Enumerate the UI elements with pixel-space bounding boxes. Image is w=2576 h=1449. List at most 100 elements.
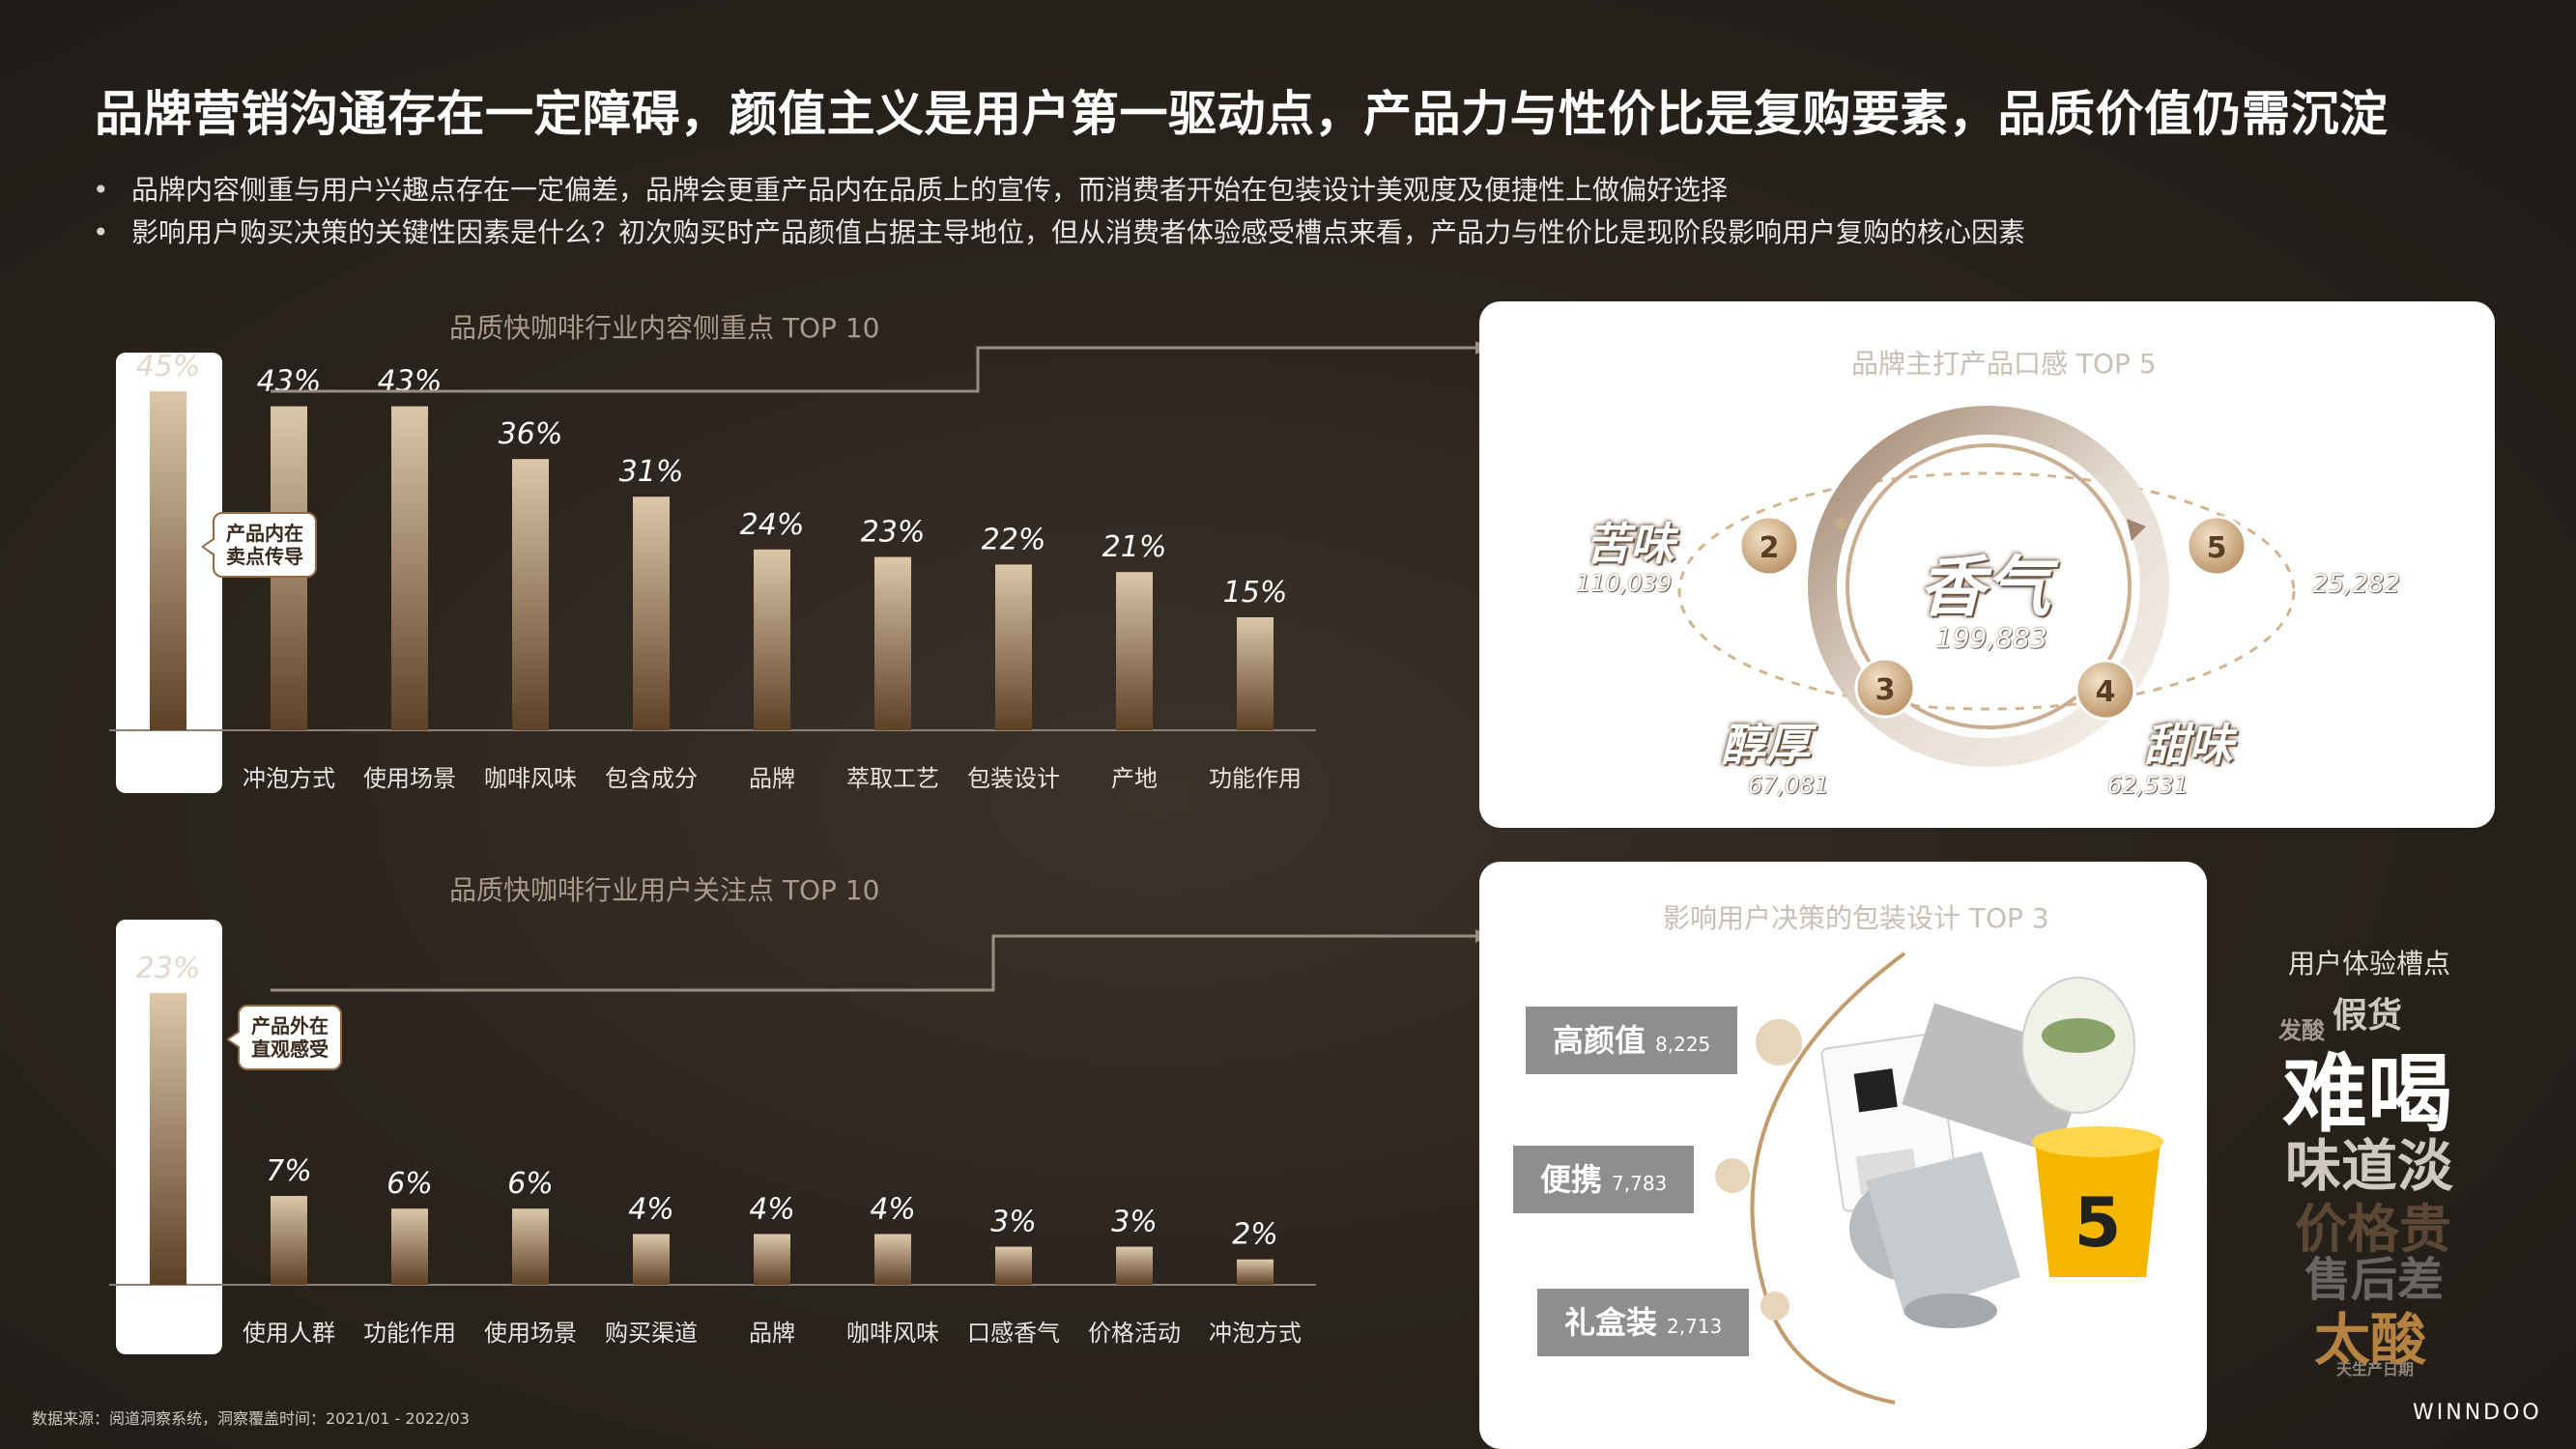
bar	[391, 406, 428, 730]
flavor-count-5: 25,282	[2312, 570, 2400, 599]
bar	[995, 1246, 1032, 1285]
flavor-name-1: 香气	[1919, 550, 2051, 626]
connector-line-bottom	[271, 934, 1475, 992]
bullet-item: • 品牌内容侧重与用户兴趣点存在一定偏差，品牌会更重产品内在品质上的宣传，而消费者…	[93, 174, 1729, 206]
bar	[150, 391, 186, 730]
chart-title-content-focus: 品质快咖啡行业内容侧重点 TOP 10	[449, 312, 880, 344]
rank-badge-4: 4	[2075, 659, 2136, 721]
category-label: 品牌	[749, 1320, 795, 1347]
bar-value-label: 4%	[749, 1192, 795, 1226]
word-no-date: 天生产日期	[2336, 1360, 2415, 1378]
bar-value-label: 3%	[990, 1206, 1037, 1239]
flavor-top5-panel: 品牌主打产品口感 TOP 5 2 3 4 5 香气 199,883 苦味 110…	[1479, 301, 2495, 828]
word-sour: 发酸	[2278, 1017, 2325, 1044]
packaging-graphic: 5	[1715, 952, 2163, 1405]
category-label: 使用场景	[484, 1320, 577, 1347]
callout-line: 产品内在	[226, 522, 303, 545]
bar	[874, 1234, 911, 1285]
bar-value-label: 36%	[499, 417, 563, 451]
bar-value-label: 2%	[1232, 1218, 1278, 1252]
bar	[995, 564, 1032, 730]
category-label: 购买渠道	[605, 1320, 698, 1347]
flavor-ring: 2 3 4 5	[1677, 406, 2296, 767]
panel-title-packaging: 影响用户决策的包装设计 TOP 3	[1663, 902, 2049, 934]
rank-badge-5: 5	[2186, 515, 2247, 577]
bar-value-label: 43%	[257, 365, 322, 399]
flavor-name-2: 苦味	[1586, 518, 1674, 570]
flavor-count-1: 199,883	[1935, 622, 2047, 654]
category-label: 使用场景	[363, 765, 456, 792]
category-label: 产地	[1111, 765, 1158, 792]
bar	[512, 1208, 549, 1285]
bar	[1237, 617, 1274, 730]
bar	[874, 556, 911, 730]
chart-user-focus: 23% 7% 使用人群 6% 功能作用 6% 使用场景 4% 购买渠道 4% 品牌 4% 咖啡风味 3% 口…	[109, 952, 1316, 1347]
bar	[633, 1234, 670, 1285]
flavor-name-3: 醇厚	[1721, 719, 1810, 771]
bar-value-label: 31%	[619, 455, 684, 489]
panel-title-flavor: 品牌主打产品口感 TOP 5	[1851, 348, 2157, 380]
brand-logo: WINNDOO	[2413, 1401, 2542, 1425]
bar-value-label: 6%	[507, 1167, 554, 1201]
packaging-top3-panel: 影响用户决策的包装设计 TOP 3 5 高颜值 8,225 便携 7,	[1479, 862, 2207, 1449]
category-label: 咖啡风味	[484, 765, 577, 792]
category-label: 冲泡方式	[1209, 1320, 1302, 1347]
packaging-label-1: 高颜值 8,225	[1526, 1007, 1738, 1074]
bar-value-label: 22%	[982, 523, 1046, 556]
category-label: 品牌	[749, 765, 795, 792]
callout-line: 卖点传导	[226, 545, 303, 568]
word-bad-taste: 难喝	[2282, 1044, 2453, 1144]
svg-text:5: 5	[2075, 1183, 2122, 1263]
chart-content-focus: 45% 43% 冲泡方式 43% 使用场景 36% 咖啡风味 31% 包含成分 24% 品牌 23% 萃…	[109, 350, 1316, 792]
bar-value-label: 4%	[870, 1192, 916, 1226]
word-too-sour: 太酸	[2314, 1307, 2427, 1373]
packaging-count: 7,783	[1612, 1172, 1668, 1195]
bar	[633, 497, 670, 730]
flavor-count-3: 67,081	[1748, 772, 1829, 799]
bullet-text: 影响用户购买决策的关键性因素是什么？初次购买时产品颜值占据主导地位，但从消费者体…	[131, 216, 2026, 248]
category-label: 包含成分	[605, 765, 698, 792]
packaging-name: 便携	[1540, 1161, 1603, 1198]
product-cluster-image: 5	[1820, 977, 2163, 1328]
bar	[512, 459, 549, 730]
bar-value-label: 23%	[136, 952, 201, 985]
svg-text:2: 2	[1760, 531, 1780, 565]
callout-line: 产品外在	[251, 1014, 329, 1037]
bar-value-label: 7%	[266, 1154, 312, 1188]
rank-badge-3: 3	[1854, 657, 1916, 719]
svg-text:5: 5	[2207, 531, 2227, 565]
bar-value-label: 45%	[136, 350, 201, 384]
data-source-footer: 数据来源：阅道洞察系统，洞察覆盖时间：2021/01 - 2022/03	[32, 1409, 470, 1428]
category-label: 功能作用	[363, 1320, 456, 1347]
packaging-count: 2,713	[1667, 1315, 1723, 1338]
rank-badge-2: 2	[1738, 515, 1800, 577]
bar	[271, 1196, 307, 1285]
callout-product-outer: 产品外在 直观感受	[226, 1005, 342, 1070]
category-label: 咖啡风味	[846, 1320, 939, 1347]
bar-value-label: 21%	[1102, 530, 1167, 564]
packaging-name: 高颜值	[1553, 1022, 1646, 1059]
bar	[754, 549, 790, 730]
chart-title-user-focus: 品质快咖啡行业用户关注点 TOP 10	[449, 874, 880, 906]
bar	[1116, 1246, 1153, 1285]
bar-value-label: 24%	[740, 508, 805, 542]
word-poor-service: 售后差	[2304, 1253, 2445, 1307]
bar	[1237, 1259, 1274, 1285]
category-label: 萃取工艺	[846, 765, 939, 792]
packaging-label-2: 便携 7,783	[1513, 1146, 1695, 1213]
bar	[754, 1234, 790, 1285]
flavor-name-4: 甜味	[2144, 719, 2233, 771]
bar	[1116, 572, 1153, 730]
callout-line: 直观感受	[251, 1037, 329, 1061]
word-expensive: 价格贵	[2295, 1199, 2451, 1260]
connector-line-top	[271, 346, 1475, 393]
category-label: 价格活动	[1088, 1320, 1181, 1347]
page-title: 品牌营销沟通存在一定障碍，颜值主义是用户第一驱动点，产品力与性价比是复购要素，品…	[95, 86, 2389, 142]
pain-points-title: 用户体验槽点	[2288, 948, 2451, 980]
packaging-count: 8,225	[1655, 1033, 1711, 1056]
category-label: 口感香气	[967, 1320, 1060, 1347]
category-label: 包装设计	[967, 765, 1060, 792]
svg-text:4: 4	[2096, 675, 2116, 709]
bar-value-label: 43%	[378, 365, 443, 399]
